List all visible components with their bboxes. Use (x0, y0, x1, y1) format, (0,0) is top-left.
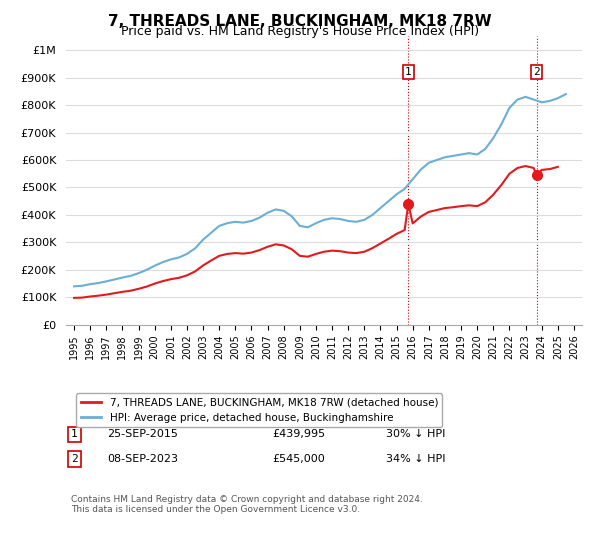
Text: 1: 1 (405, 67, 412, 77)
Text: 1: 1 (71, 430, 78, 440)
Text: 30% ↓ HPI: 30% ↓ HPI (386, 430, 445, 440)
Text: Contains HM Land Registry data © Crown copyright and database right 2024.
This d: Contains HM Land Registry data © Crown c… (71, 495, 423, 514)
Text: 2: 2 (533, 67, 540, 77)
Text: £439,995: £439,995 (272, 430, 326, 440)
Text: 2: 2 (71, 454, 78, 464)
Text: 08-SEP-2023: 08-SEP-2023 (107, 454, 178, 464)
Text: £545,000: £545,000 (272, 454, 325, 464)
Legend: 7, THREADS LANE, BUCKINGHAM, MK18 7RW (detached house), HPI: Average price, deta: 7, THREADS LANE, BUCKINGHAM, MK18 7RW (d… (76, 394, 442, 427)
Text: 25-SEP-2015: 25-SEP-2015 (107, 430, 178, 440)
Text: Price paid vs. HM Land Registry's House Price Index (HPI): Price paid vs. HM Land Registry's House … (121, 25, 479, 38)
Text: 34% ↓ HPI: 34% ↓ HPI (386, 454, 445, 464)
Text: 7, THREADS LANE, BUCKINGHAM, MK18 7RW: 7, THREADS LANE, BUCKINGHAM, MK18 7RW (108, 14, 492, 29)
